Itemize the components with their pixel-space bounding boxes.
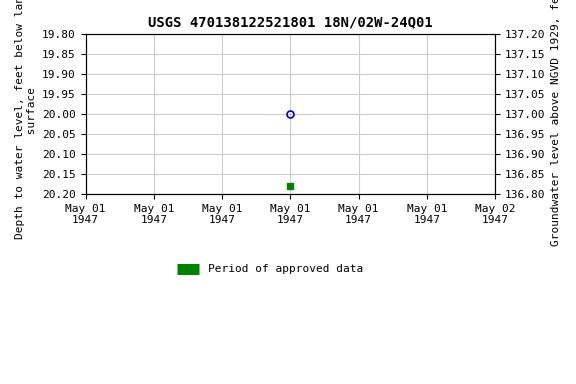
Title: USGS 470138122521801 18N/02W-24Q01: USGS 470138122521801 18N/02W-24Q01 <box>148 15 433 29</box>
Legend: Period of approved data: Period of approved data <box>172 260 367 279</box>
Y-axis label: Groundwater level above NGVD 1929, feet: Groundwater level above NGVD 1929, feet <box>551 0 561 246</box>
Y-axis label: Depth to water level, feet below land
 surface: Depth to water level, feet below land su… <box>15 0 37 239</box>
